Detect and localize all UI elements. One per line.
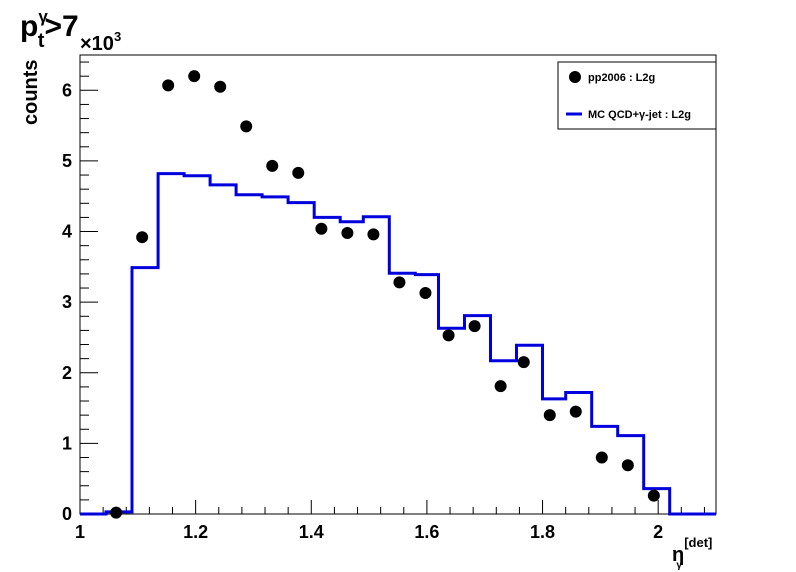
data-point bbox=[517, 356, 530, 369]
data-point bbox=[240, 120, 253, 133]
data-point bbox=[315, 222, 328, 235]
data-point bbox=[266, 159, 279, 172]
legend-label-data: pp2006 : L2g bbox=[588, 72, 655, 84]
title-sup: γ bbox=[38, 7, 48, 26]
data-point bbox=[419, 286, 432, 299]
y-exponent-label: ×103 bbox=[80, 29, 121, 55]
y-tick-label: 0 bbox=[62, 504, 72, 524]
mc-step-series bbox=[80, 172, 716, 516]
chart-title: pγ t>7 bbox=[20, 7, 79, 52]
data-point bbox=[162, 79, 175, 92]
title-sub: t bbox=[38, 30, 45, 52]
data-points-series bbox=[110, 70, 660, 519]
x-tick-label: 2 bbox=[653, 522, 663, 542]
legend-label-mc: MC QCD+γ-jet : L2g bbox=[588, 109, 691, 121]
data-point bbox=[393, 276, 406, 289]
data-point bbox=[110, 506, 123, 519]
x-tick-label: 1.2 bbox=[183, 522, 208, 542]
data-point bbox=[367, 228, 380, 241]
y-tick-label: 5 bbox=[62, 151, 72, 171]
data-point bbox=[214, 80, 227, 93]
y-tick-label: 4 bbox=[62, 222, 72, 242]
y-tick-label: 6 bbox=[62, 80, 72, 100]
x-title-main: η bbox=[672, 544, 684, 566]
legend-marker-data bbox=[569, 71, 581, 83]
x-tick-label: 1 bbox=[75, 522, 85, 542]
x-title-sub: γ bbox=[676, 560, 682, 571]
y-exponent-power: 3 bbox=[114, 29, 121, 44]
x-axis-title: η[det] γ bbox=[672, 535, 712, 571]
data-point bbox=[468, 320, 481, 333]
data-point bbox=[569, 405, 582, 418]
y-tick-label: 3 bbox=[62, 292, 72, 312]
x-title-sup: [det] bbox=[684, 535, 712, 550]
x-tick-label: 1.4 bbox=[299, 522, 324, 542]
mc-step-line bbox=[80, 172, 716, 516]
x-tick-label: 1.6 bbox=[414, 522, 439, 542]
x-tick-label: 1.8 bbox=[530, 522, 555, 542]
title-rest: >7 bbox=[44, 10, 78, 43]
title-main: p bbox=[20, 10, 38, 43]
data-point bbox=[494, 380, 507, 393]
legend: pp2006 : L2g MC QCD+γ-jet : L2g bbox=[557, 61, 717, 130]
data-point bbox=[442, 329, 455, 342]
y-tick-label: 1 bbox=[62, 433, 72, 453]
data-point bbox=[136, 231, 149, 244]
data-point bbox=[647, 489, 660, 502]
y-tick-label: 2 bbox=[62, 363, 72, 383]
data-point bbox=[341, 226, 354, 239]
data-point bbox=[188, 70, 201, 83]
data-point bbox=[595, 451, 608, 464]
y-exponent-base: ×10 bbox=[80, 33, 114, 55]
data-point bbox=[543, 409, 556, 422]
y-axis-title: counts bbox=[20, 59, 42, 125]
data-point bbox=[621, 459, 634, 472]
plot-frame bbox=[79, 54, 717, 515]
data-point bbox=[292, 166, 305, 179]
legend-box bbox=[557, 61, 717, 130]
